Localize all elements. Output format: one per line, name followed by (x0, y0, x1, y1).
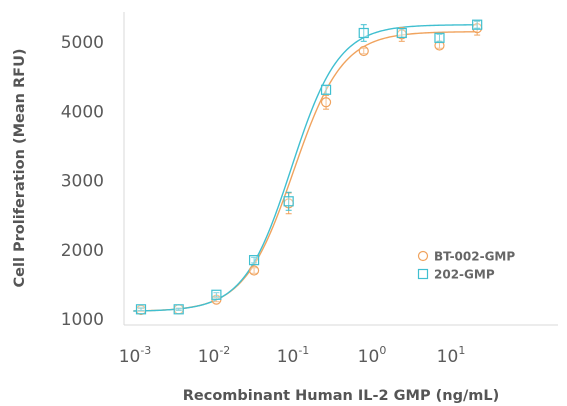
x-axis-title: Recombinant Human IL-2 GMP (ng/mL) (183, 388, 500, 404)
x-tick-label: 101 (437, 344, 466, 367)
data-point-square (434, 32, 445, 43)
fit-curves (133, 24, 478, 312)
legend-marker-square (417, 268, 429, 280)
legend-label: 202-GMP (434, 268, 495, 282)
fit-curve-202-gmp (133, 24, 478, 312)
y-tick-label: 4000 (61, 102, 104, 122)
data-point-circle (320, 97, 332, 108)
data-point-square (396, 27, 407, 39)
data-point-square (472, 19, 483, 30)
data-point-square (320, 84, 332, 95)
y-tick-label: 1000 (61, 310, 104, 330)
axes (123, 12, 558, 326)
data-point-square (173, 304, 184, 315)
data-point-square (135, 304, 147, 315)
data-point-circle (248, 265, 260, 276)
legend: BT-002-GMP 202-GMP (417, 250, 515, 282)
legend-label: BT-002-GMP (434, 250, 515, 264)
y-tick-label: 5000 (61, 33, 104, 53)
data-point-square (248, 255, 260, 266)
series-bt-002-gmp (135, 20, 483, 316)
x-tick-label: 100 (358, 344, 387, 367)
legend-marker-circle (417, 250, 429, 262)
data-point-square (211, 289, 222, 300)
legend-item-202-gmp: 202-GMP (417, 268, 495, 282)
series-202-gmp (135, 19, 483, 315)
x-tick-label: 10-3 (119, 344, 152, 367)
legend-item-bt-002-gmp: BT-002-GMP (417, 250, 515, 264)
y-tick-label: 3000 (61, 172, 104, 192)
x-tick-labels: 10-3 10-2 10-1 100 101 (119, 344, 466, 367)
data-point-square (358, 27, 369, 39)
y-tick-labels: 1000 2000 3000 4000 5000 (61, 33, 104, 330)
data-points (135, 19, 483, 316)
y-axis-title: Cell Proliferation (Mean RFU) (12, 49, 28, 288)
data-point-circle (358, 45, 369, 57)
x-tick-label: 10-1 (277, 344, 310, 367)
y-tick-label: 2000 (61, 241, 104, 261)
x-tick-label: 10-2 (198, 344, 231, 367)
data-point-square (283, 196, 294, 207)
